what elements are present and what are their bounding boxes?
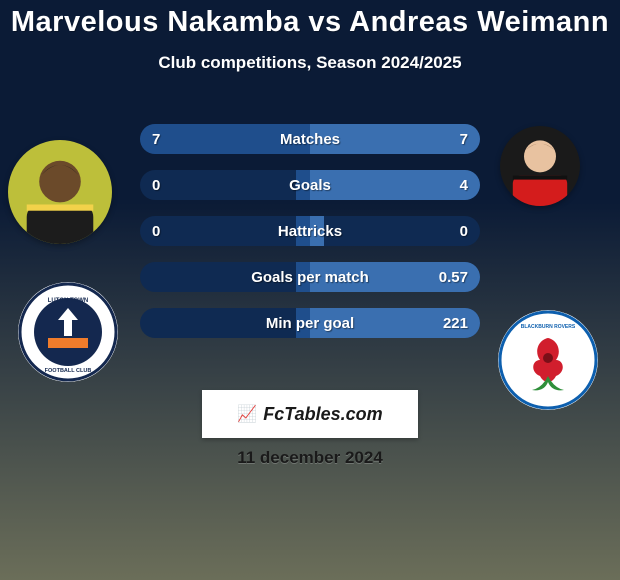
stat-row: 04Goals <box>140 170 480 200</box>
club-left-badge: LUTON TOWN FOOTBALL CLUB <box>18 282 118 382</box>
club-left-label2: FOOTBALL CLUB <box>45 368 92 374</box>
stat-right-value: 221 <box>431 308 480 338</box>
stat-right-value: 0.57 <box>427 262 480 292</box>
stat-row: 00Hattricks <box>140 216 480 246</box>
stat-right-value: 7 <box>448 124 480 154</box>
club-right-badge: BLACKBURN ROVERS <box>498 310 598 410</box>
stat-left-value: 0 <box>140 216 172 246</box>
stat-left-value <box>140 308 164 338</box>
brand-icon: 📈 <box>237 404 257 424</box>
stat-row: 77Matches <box>140 124 480 154</box>
brand-box[interactable]: 📈 FcTables.com <box>202 390 418 438</box>
page-title: Marvelous Nakamba vs Andreas Weimann <box>0 0 620 39</box>
club-right-label: BLACKBURN ROVERS <box>521 324 576 330</box>
stat-right-value: 0 <box>448 216 480 246</box>
player-right-avatar-svg <box>500 126 580 206</box>
stat-row: 221Min per goal <box>140 308 480 338</box>
stat-row: 0.57Goals per match <box>140 262 480 292</box>
player-right-avatar <box>500 126 580 206</box>
stat-right-value: 4 <box>448 170 480 200</box>
stat-bars: 77Matches04Goals00Hattricks0.57Goals per… <box>140 124 480 354</box>
club-left-badge-svg: LUTON TOWN FOOTBALL CLUB <box>18 282 118 382</box>
stat-left-value <box>140 262 164 292</box>
date-label: 11 december 2024 <box>0 448 620 468</box>
player-left-avatar <box>8 140 112 244</box>
stat-left-value: 0 <box>140 170 172 200</box>
stat-left-value: 7 <box>140 124 172 154</box>
subtitle: Club competitions, Season 2024/2025 <box>0 53 620 73</box>
club-right-badge-svg: BLACKBURN ROVERS <box>498 310 598 410</box>
player-left-avatar-svg <box>8 140 112 244</box>
comparison-card: Marvelous Nakamba vs Andreas Weimann Clu… <box>0 0 620 580</box>
brand-text: FcTables.com <box>263 404 382 425</box>
club-left-label: LUTON TOWN <box>48 298 88 304</box>
